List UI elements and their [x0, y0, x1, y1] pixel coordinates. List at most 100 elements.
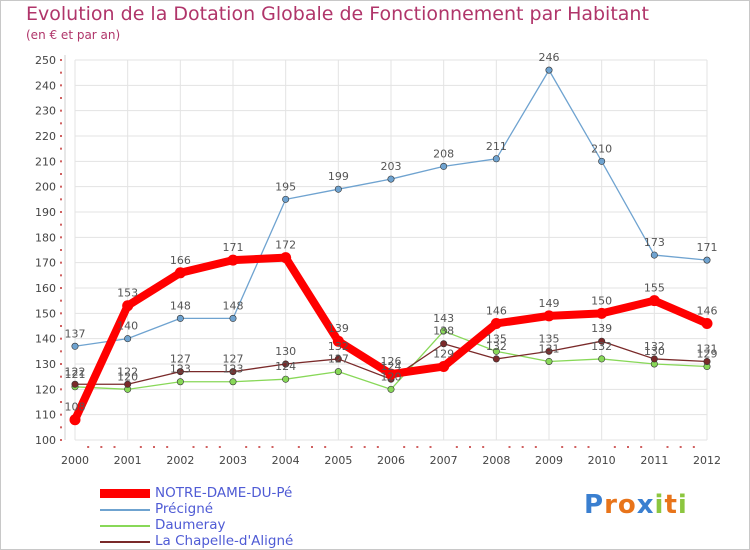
data-label-s0-2010: 150	[591, 294, 612, 307]
x-minor-tick	[113, 446, 116, 448]
x-tick-label-2003: 2003	[219, 454, 247, 467]
x-minor-tick	[363, 446, 366, 448]
logo-letter: i	[677, 490, 688, 520]
data-point-s0-2004	[280, 252, 292, 264]
data-point-s0-2007	[438, 361, 450, 373]
data-point-s1-2008	[492, 155, 500, 163]
data-point-s1-2009	[545, 66, 553, 74]
data-label-s1-2002: 148	[170, 299, 191, 312]
data-label-s0-2001: 153	[117, 287, 138, 300]
chart-title: Evolution de la Dotation Globale de Fonc…	[26, 3, 649, 25]
data-label-s3-2007: 138	[433, 325, 454, 338]
x-minor-tick	[192, 446, 195, 448]
data-point-s3-2005	[334, 355, 342, 363]
y-minor-tick	[60, 287, 62, 289]
y-minor-tick	[60, 236, 62, 239]
x-minor-tick	[679, 446, 682, 448]
x-minor-tick	[508, 446, 511, 448]
x-minor-tick	[324, 446, 327, 448]
data-label-s2-2007: 143	[433, 312, 454, 325]
x-minor-tick	[139, 446, 142, 448]
y-tick-label-130: 130	[35, 358, 56, 371]
data-point-s0-2003	[227, 254, 239, 266]
data-point-s3-2000	[71, 380, 79, 388]
data-point-s0-2011	[648, 295, 660, 307]
data-label-s3-2002: 127	[170, 353, 191, 366]
chart-subtitle: (en € et par an)	[26, 28, 121, 42]
x-tick-label-2008: 2008	[482, 454, 510, 467]
y-tick-label-250: 250	[35, 54, 56, 67]
data-label-s1-2009: 246	[539, 51, 560, 64]
data-point-s0-2008	[490, 317, 502, 329]
data-label-s0-2005: 139	[328, 322, 349, 335]
x-minor-tick	[87, 446, 90, 448]
y-minor-tick	[60, 122, 62, 125]
data-label-s1-2006: 203	[381, 160, 402, 173]
data-label-s3-2004: 130	[275, 345, 296, 358]
data-label-s1-2011: 173	[644, 236, 665, 249]
y-minor-tick	[60, 388, 62, 391]
y-tick-label-170: 170	[35, 257, 56, 270]
data-label-s3-2003: 127	[223, 353, 244, 366]
data-label-s2-2003: 123	[223, 363, 244, 376]
data-label-s1-2007: 208	[433, 147, 454, 160]
x-minor-tick	[403, 446, 406, 448]
x-minor-tick	[574, 446, 577, 448]
x-minor-tick	[627, 446, 629, 448]
logo-letter: o	[617, 490, 637, 520]
data-point-s3-2007	[440, 340, 448, 348]
y-minor-tick	[60, 135, 62, 137]
data-point-s3-2010	[598, 337, 606, 345]
data-label-s0-2004: 172	[275, 239, 296, 252]
data-label-s2-2002: 123	[170, 363, 191, 376]
x-tick-label-2012: 2012	[693, 454, 721, 467]
logo-letter: i	[654, 490, 665, 520]
data-point-s0-2006	[385, 368, 397, 380]
data-point-s0-2012	[701, 317, 713, 329]
y-tick-label-210: 210	[35, 155, 56, 168]
data-label-s2-2011: 130	[644, 345, 665, 358]
y-minor-tick	[60, 350, 62, 353]
y-minor-tick	[60, 312, 62, 315]
data-label-s3-2012: 131	[697, 342, 718, 355]
y-minor-tick	[60, 413, 62, 416]
data-point-s0-2005	[332, 335, 344, 347]
series-lines	[69, 66, 713, 426]
data-point-s0-2000	[69, 414, 81, 426]
legend-swatch-notre-dame	[100, 489, 150, 498]
x-minor-tick	[482, 446, 485, 448]
x-minor-tick	[534, 446, 537, 448]
x-minor-tick	[666, 446, 669, 448]
data-label-s2-2009: 131	[539, 342, 560, 355]
x-minor-tick	[271, 446, 274, 448]
y-minor-tick	[60, 147, 62, 150]
y-minor-tick	[60, 211, 62, 213]
x-minor-tick	[100, 446, 103, 448]
y-minor-tick	[60, 173, 62, 175]
x-minor-tick	[455, 446, 458, 448]
data-label-s3-2001: 122	[117, 365, 138, 378]
data-label-s0-2011: 155	[644, 282, 665, 295]
data-label-s3-2005: 132	[328, 340, 349, 353]
data-label-s2-2005: 127	[328, 353, 349, 366]
y-tick-label-200: 200	[35, 181, 56, 194]
data-point-s2-2007	[440, 327, 448, 335]
data-point-s2-2006	[387, 385, 395, 393]
x-minor-tick	[429, 446, 432, 448]
data-label-s3-2011: 132	[644, 340, 665, 353]
data-point-s0-2002	[174, 267, 186, 279]
x-minor-tick	[376, 446, 379, 448]
x-minor-tick	[692, 446, 695, 448]
y-tick-label-150: 150	[35, 307, 56, 320]
x-minor-tick	[640, 446, 643, 448]
data-point-s2-2009	[545, 357, 553, 365]
data-label-s3-2008: 132	[486, 340, 507, 353]
y-tick-label-120: 120	[35, 383, 56, 396]
data-point-s3-2012	[703, 357, 711, 365]
y-minor-tick	[60, 363, 62, 365]
y-minor-tick	[60, 337, 62, 340]
y-tick-label-140: 140	[35, 333, 56, 346]
y-minor-tick	[60, 439, 62, 441]
logo-letter: t	[664, 490, 678, 520]
